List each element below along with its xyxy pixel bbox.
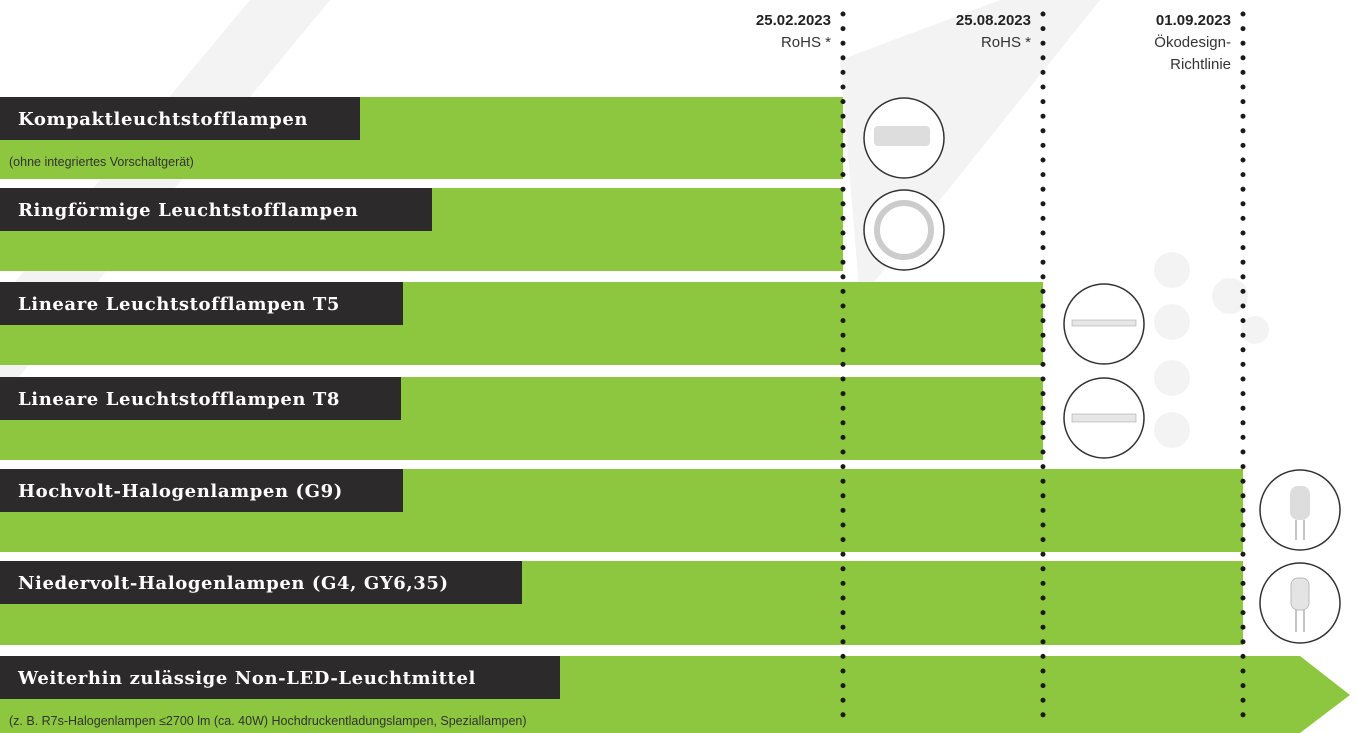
milestone-label: RoHS * bbox=[981, 34, 1031, 51]
row-title: Lineare Leuchtstofflampen T5 bbox=[18, 294, 340, 315]
row-title: Hochvolt-Halogenlampen (G9) bbox=[18, 481, 343, 502]
milestone-date: 25.02.2023 bbox=[756, 12, 831, 29]
row-note: (ohne integriertes Vorschaltgerät) bbox=[9, 155, 194, 169]
row-title: Kompaktleuchtstofflampen bbox=[18, 109, 308, 130]
milestone-label: RoHS * bbox=[781, 34, 831, 51]
infographic: 25.02.2023 RoHS * 25.08.2023 RoHS * 01.0… bbox=[0, 0, 1357, 733]
milestone-label: Ökodesign- bbox=[1154, 33, 1231, 51]
row-title: Ringförmige Leuchtstofflampen bbox=[18, 200, 358, 221]
row-title: Niedervolt-Halogenlampen (G4, GY6,35) bbox=[18, 573, 449, 594]
row-title: Lineare Leuchtstofflampen T8 bbox=[18, 389, 340, 410]
milestone-label: Richtlinie bbox=[1170, 56, 1231, 73]
row-note: (z. B. R7s-Halogenlampen ≤2700 lm (ca. 4… bbox=[9, 714, 527, 728]
row-title: Weiterhin zulässige Non-LED-Leuchtmittel bbox=[17, 668, 476, 689]
milestone-date: 01.09.2023 bbox=[1156, 12, 1231, 29]
milestone-date: 25.08.2023 bbox=[956, 12, 1031, 29]
